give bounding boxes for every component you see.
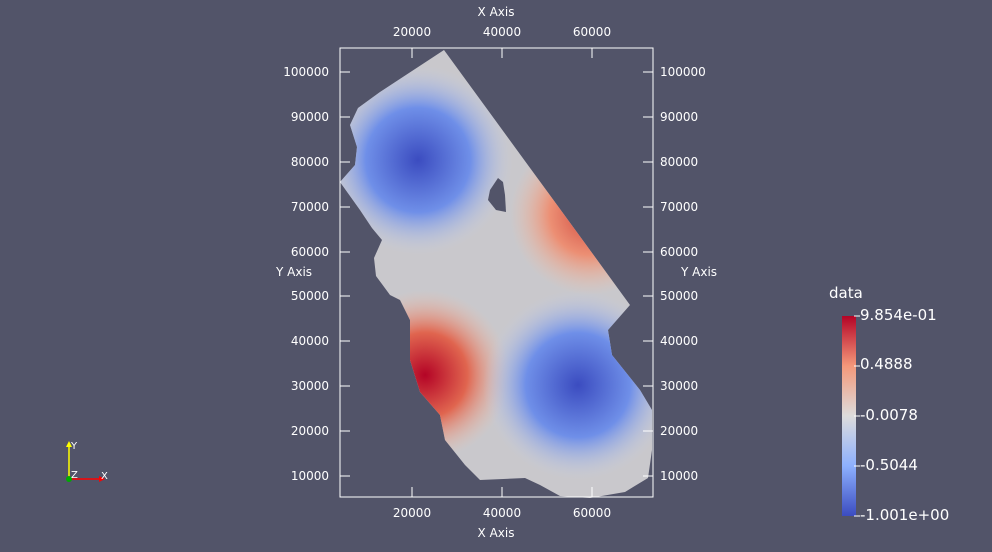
- y-tick-label-left: 50000: [291, 289, 329, 303]
- colorbar-label: 0.4888: [860, 355, 913, 373]
- x-ticks-top: [411, 48, 593, 58]
- y-tick-label-right: 40000: [660, 334, 698, 348]
- color-legend[interactable]: data 9.854e-01 0.4888 -0.0078 -0.5044 -1…: [829, 284, 949, 524]
- x-tick-label-top: 20000: [393, 25, 431, 39]
- y-tick-label-right: 60000: [660, 245, 698, 259]
- x-tick-label-bottom: 20000: [393, 506, 431, 520]
- y-tick-label-right: 80000: [660, 155, 698, 169]
- colorbar-label: -0.5044: [860, 456, 918, 474]
- y-tick-labels-right: 100000 90000 80000 70000 60000 50000 400…: [660, 65, 706, 483]
- orientation-y-label: Y: [70, 441, 78, 452]
- x-tick-label-top: 40000: [483, 25, 521, 39]
- y-tick-label-left: 70000: [291, 200, 329, 214]
- colorbar-label-max: 9.854e-01: [860, 306, 937, 324]
- orientation-x-label: X: [101, 471, 108, 482]
- colorbar-label: -0.0078: [860, 406, 918, 424]
- y-tick-label-left: 90000: [291, 110, 329, 124]
- y-tick-label-right: 10000: [660, 469, 698, 483]
- y-ticks-right: [643, 71, 653, 477]
- x-tick-label-bottom: 40000: [483, 506, 521, 520]
- orientation-x-arrow: [99, 476, 105, 482]
- orientation-z-axis-dot: [66, 476, 72, 482]
- colorbar-label-min: -1.001e+00: [860, 506, 949, 524]
- y-axis-title-left: Y Axis: [275, 265, 312, 279]
- x-ticks-bottom: [411, 487, 593, 497]
- x-tick-label-bottom: 60000: [573, 506, 611, 520]
- colorbar-gradient: [842, 316, 856, 516]
- y-tick-label-left: 60000: [291, 245, 329, 259]
- colorbar-ticks: [854, 315, 860, 517]
- axes-bounding-box: [339, 47, 654, 498]
- y-tick-label-left: 100000: [283, 65, 329, 79]
- y-tick-label-left: 80000: [291, 155, 329, 169]
- y-ticks-left: [340, 71, 350, 477]
- y-tick-label-left: 30000: [291, 379, 329, 393]
- y-tick-label-left: 20000: [291, 424, 329, 438]
- y-tick-label-left: 10000: [291, 469, 329, 483]
- x-tick-label-top: 60000: [573, 25, 611, 39]
- y-axis-title-right: Y Axis: [680, 265, 717, 279]
- y-tick-label-right: 20000: [660, 424, 698, 438]
- x-axis-title-bottom: X Axis: [478, 526, 515, 540]
- y-tick-label-left: 40000: [291, 334, 329, 348]
- orientation-y-arrow: [66, 441, 72, 447]
- orientation-z-label: Z: [71, 470, 78, 481]
- y-tick-label-right: 50000: [660, 289, 698, 303]
- y-tick-label-right: 30000: [660, 379, 698, 393]
- orientation-axes-widget[interactable]: Y Z X: [66, 441, 108, 482]
- data-surface[interactable]: [330, 40, 660, 510]
- y-tick-labels-left: 100000 90000 80000 70000 60000 50000 400…: [283, 65, 329, 483]
- y-tick-label-right: 90000: [660, 110, 698, 124]
- y-tick-label-right: 70000: [660, 200, 698, 214]
- surface-hole: [488, 178, 506, 212]
- colorbar-title: data: [829, 284, 863, 302]
- y-tick-label-right: 100000: [660, 65, 706, 79]
- x-axis-title-top: X Axis: [478, 5, 515, 19]
